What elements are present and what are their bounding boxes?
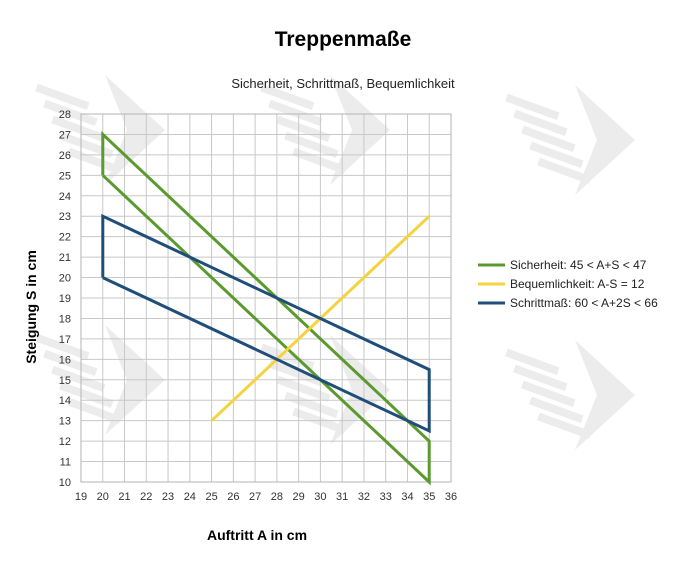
y-tick-label: 12 xyxy=(59,436,71,448)
x-tick-label: 27 xyxy=(249,491,261,503)
series-layer xyxy=(101,130,431,486)
y-tick-label: 16 xyxy=(59,354,71,366)
y-tick-label: 19 xyxy=(59,293,71,305)
x-tick-label: 28 xyxy=(271,491,283,503)
x-tick-label: 33 xyxy=(380,491,392,503)
stair-watermark-shape xyxy=(35,75,165,185)
y-tick-label: 28 xyxy=(59,109,71,121)
y-tick-label: 24 xyxy=(59,191,71,203)
y-tick-label: 25 xyxy=(59,170,71,182)
chart-subtitle: Sicherheit, Schrittmaß, Bequemlichkeit xyxy=(231,76,455,91)
x-tick-label: 35 xyxy=(423,491,435,503)
x-tick-label: 24 xyxy=(184,491,196,503)
y-tick-label: 14 xyxy=(59,395,71,407)
x-axis-label: Auftritt A in cm xyxy=(207,527,307,543)
x-ticks: 19 20 21 22 23 24 25 26 27 28 29 30 31 32 33 34 35 36 xyxy=(75,491,457,503)
x-tick-label: 32 xyxy=(358,491,370,503)
x-tick-label: 30 xyxy=(314,491,326,503)
y-ticks: 10 11 12 13 14 15 16 17 18 19 20 21 22 23 24 25 26 27 28 xyxy=(59,109,71,489)
y-tick-label: 23 xyxy=(59,211,71,223)
y-tick-label: 13 xyxy=(59,416,71,428)
legend-entry-label: Bequemlichkeit: A-S = 12 xyxy=(510,277,645,291)
legend-entry-label: Schrittmaß: 60 < A+2S < 66 xyxy=(510,296,658,310)
x-tick-label: 31 xyxy=(336,491,348,503)
series-schrittmass xyxy=(101,213,431,434)
x-tick-label: 19 xyxy=(75,491,87,503)
x-tick-label: 20 xyxy=(97,491,109,503)
x-tick-label: 29 xyxy=(293,491,305,503)
grid xyxy=(80,113,452,483)
x-tick-label: 21 xyxy=(118,491,130,503)
y-tick-label: 11 xyxy=(60,457,71,469)
y-tick-label: 10 xyxy=(59,477,71,489)
y-tick-label: 26 xyxy=(59,150,71,162)
plot-border xyxy=(80,113,452,483)
x-tick-label: 22 xyxy=(140,491,152,503)
x-tick-label: 34 xyxy=(401,491,413,503)
y-tick-label: 22 xyxy=(59,232,71,244)
y-tick-label: 15 xyxy=(59,375,71,387)
y-tick-label: 27 xyxy=(59,129,71,141)
legend: Sicherheit: 45 < A+S < 47 Bequemlichkeit:… xyxy=(478,258,658,310)
chart-title: Treppenmaße xyxy=(275,28,412,51)
plot-frame xyxy=(80,113,452,483)
x-tick-label: 23 xyxy=(162,491,174,503)
y-tick-label: 18 xyxy=(59,313,71,325)
y-tick-label: 20 xyxy=(59,273,71,285)
stair-watermark-shape xyxy=(260,75,390,185)
x-tick-label: 26 xyxy=(227,491,239,503)
series-sicherheit xyxy=(101,130,431,486)
x-tick-label: 36 xyxy=(445,491,457,503)
y-tick-label: 17 xyxy=(59,334,71,346)
y-tick-label: 21 xyxy=(59,252,71,264)
legend-entry-label: Sicherheit: 45 < A+S < 47 xyxy=(510,258,647,272)
stair-watermark-shape xyxy=(505,340,635,450)
y-axis-label: Steigung S in cm xyxy=(23,250,39,364)
x-tick-label: 25 xyxy=(205,491,217,503)
stair-watermark-shape xyxy=(505,85,635,195)
